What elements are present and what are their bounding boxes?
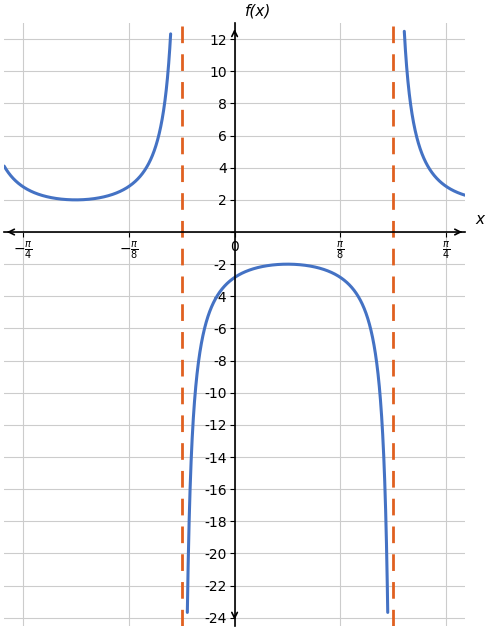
- Text: x: x: [476, 212, 485, 227]
- Text: f(x): f(x): [245, 3, 272, 18]
